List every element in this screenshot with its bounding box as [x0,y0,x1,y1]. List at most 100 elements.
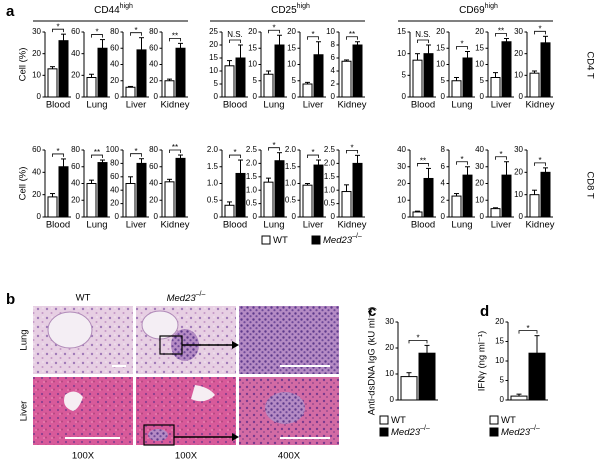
bar [235,57,246,98]
bar [490,208,501,218]
error-bar [415,210,420,212]
y-tick-label: 5 [500,376,505,385]
error-bar [465,51,470,58]
error-bar [543,35,548,43]
y-tick-label: 5 [480,76,485,85]
significance: * [311,148,314,157]
panel-label: b [6,291,15,308]
y-tick-label: 8 [331,40,336,49]
legend-label: WT [501,415,516,426]
bar [341,60,352,98]
error-bar [61,33,66,41]
legend-label: Med23–/– [391,425,430,438]
y-tick-label: 15 [287,43,296,52]
y-tick-label: 1.0 [285,179,297,188]
bar [400,376,418,401]
bar [263,181,274,218]
error-bar [316,159,321,166]
error-bar [238,159,243,174]
y-tick-label: 40 [149,60,158,69]
y-tick-label: 80 [110,159,119,168]
bar [490,77,501,98]
bar [97,47,108,98]
y-tick-label: 5 [292,76,297,85]
legend-swatch [311,235,321,245]
error-bar [344,184,349,192]
y-tick-label: 2 [441,195,446,204]
bar [540,171,551,218]
significance-bracket [268,147,280,151]
significance-bracket [495,156,507,160]
y-tick-label: 40 [71,49,80,58]
error-bar [465,166,470,176]
y-tick-label: 30 [514,27,523,36]
arrow-head [232,341,239,349]
significance: N.S. [227,30,243,39]
error-bar [266,177,271,183]
y-tick-label: 0 [76,212,81,221]
significance-bracket [91,154,103,159]
bar [313,164,324,218]
significance: * [499,150,502,159]
bar [263,73,274,98]
y-tick-label: 0 [292,92,297,101]
title-part: high [297,3,310,10]
x-label: Liver [491,100,512,111]
y-tick-label: 6 [331,53,336,62]
y-tick-label: 15 [436,43,445,52]
error-bar [355,41,360,45]
bar [412,211,423,218]
x-label: Kidney [337,220,366,231]
y-tick-label: 0 [253,92,258,101]
x-label: Liver [126,100,147,111]
significance-bracket [456,161,468,165]
error-bar [493,207,498,209]
x-label: Blood [411,100,435,111]
group-title: CD44high [94,3,133,16]
error-bar [516,393,522,397]
error-bar [305,183,310,186]
y-tick-label: 60 [110,172,119,181]
y-tick-label: 1.5 [285,162,297,171]
x-label: Blood [223,100,247,111]
group-title: CD25high [271,3,310,16]
significance: * [416,334,419,343]
error-bar [426,44,431,54]
y-tick-label: 0 [292,212,297,221]
significance-bracket [518,330,538,334]
bar [47,196,58,218]
y-tick-label: 8 [441,145,446,154]
x-label: Lung [451,220,472,231]
error-bar [406,372,412,377]
y-tick-label: 1.5 [324,172,336,181]
group-title: CD69high [459,3,498,16]
y-tick-label: 20 [514,49,523,58]
y-tick-label: 5 [253,76,258,85]
significance-bracket [91,34,103,38]
y-tick-label: 10 [436,60,445,69]
error-bar [504,38,509,42]
y-tick-label: 0 [519,212,524,221]
bar [423,177,434,218]
bar [540,42,551,98]
significance-bracket [307,36,319,40]
y-tick-label: 2.0 [207,145,219,154]
x-label: Liver [303,220,324,231]
error-bar [532,70,537,74]
error-bar [139,158,144,164]
bar [47,68,58,98]
error-bar [178,154,183,159]
y-tick-label: 20 [32,190,41,199]
y-tick-label: 20 [514,167,523,176]
x-label: Lung [263,220,284,231]
y-tick-label: 5 [214,79,219,88]
y-tick-label: 2.0 [285,145,297,154]
vessel [191,385,215,402]
significance: * [538,156,541,165]
row-label: CD8 T [584,171,595,198]
magnification: 100X [175,451,198,462]
y-tick-label: 0 [154,92,159,101]
y-tick-label: 20 [149,195,158,204]
bar [313,54,324,98]
y-tick-label: 15 [397,27,406,36]
